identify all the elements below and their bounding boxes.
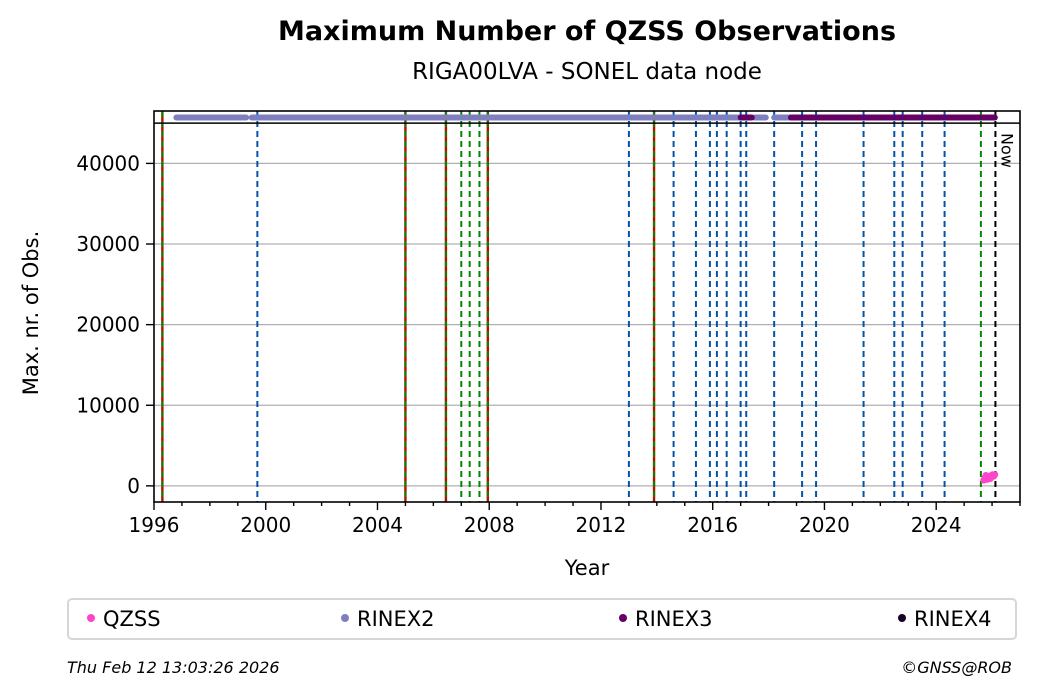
x-tick-label: 2004 bbox=[352, 513, 403, 537]
y-tick-label: 40000 bbox=[76, 151, 140, 175]
chart-title: Maximum Number of QZSS Observations bbox=[277, 16, 897, 47]
legend-item-qzss: QZSS bbox=[87, 606, 161, 632]
plot-frame bbox=[153, 110, 1021, 503]
legend-label: QZSS bbox=[103, 607, 161, 631]
legend: QZSS RINEX2 RINEX3 RINEX4 bbox=[67, 598, 1017, 640]
x-axis-label: Year bbox=[564, 556, 610, 580]
y-tick-label: 20000 bbox=[76, 313, 140, 337]
copyright-notice: ©GNSS@ROB bbox=[901, 658, 1012, 677]
legend-label: RINEX4 bbox=[914, 607, 992, 631]
observations-chart: Now 1996 2000 2004 2008 2012 2016 2020 2024 0 100… bbox=[19, 110, 1021, 580]
data-series bbox=[173, 114, 999, 484]
legend-marker-rinex4 bbox=[898, 614, 906, 622]
axes: 1996 2000 2004 2008 2012 2016 2020 2024 0 10000 20… bbox=[76, 110, 1021, 537]
legend-marker-rinex2 bbox=[341, 614, 349, 622]
qzss-data-point bbox=[991, 471, 999, 478]
x-tick-label: 2008 bbox=[464, 513, 515, 537]
grid-lines bbox=[154, 162, 1020, 487]
x-tick-label: 2000 bbox=[240, 513, 291, 537]
x-tick-label: 1996 bbox=[129, 513, 180, 537]
generated-timestamp: Thu Feb 12 13:03:26 2026 bbox=[67, 658, 280, 677]
x-tick-label: 2016 bbox=[687, 513, 738, 537]
y-tick-label: 30000 bbox=[76, 232, 140, 256]
x-tick-label: 2024 bbox=[911, 513, 962, 537]
y-axis-label: Max. nr. of Obs. bbox=[19, 231, 43, 396]
legend-label: RINEX3 bbox=[635, 607, 713, 631]
legend-marker-qzss bbox=[87, 614, 95, 622]
x-tick-label: 2020 bbox=[799, 513, 850, 537]
event-lines: Now bbox=[154, 111, 1020, 502]
now-label: Now bbox=[997, 133, 1016, 168]
chart-subtitle: RIGA00LVA - SONEL data node bbox=[412, 59, 762, 85]
y-tick-label: 10000 bbox=[76, 393, 140, 417]
legend-item-rinex4: RINEX4 bbox=[898, 606, 992, 632]
x-tick-label: 2012 bbox=[576, 513, 627, 537]
y-tick-label: 0 bbox=[127, 474, 140, 498]
legend-item-rinex3: RINEX3 bbox=[619, 606, 713, 632]
legend-marker-rinex3 bbox=[619, 614, 627, 622]
legend-item-rinex2: RINEX2 bbox=[341, 606, 435, 632]
legend-label: RINEX2 bbox=[357, 607, 435, 631]
